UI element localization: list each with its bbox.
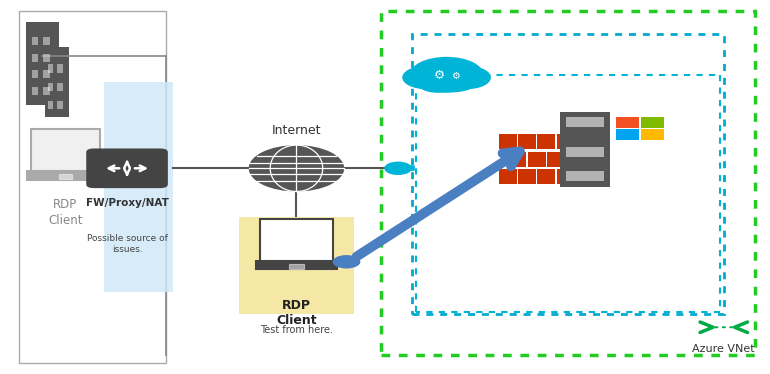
FancyBboxPatch shape (616, 129, 639, 140)
FancyBboxPatch shape (59, 174, 72, 179)
FancyBboxPatch shape (43, 70, 50, 79)
FancyBboxPatch shape (32, 70, 38, 79)
FancyBboxPatch shape (641, 129, 664, 140)
FancyBboxPatch shape (566, 147, 604, 157)
Text: Test from here.: Test from here. (260, 325, 333, 335)
FancyBboxPatch shape (528, 152, 545, 166)
FancyBboxPatch shape (537, 169, 555, 184)
FancyBboxPatch shape (28, 171, 103, 180)
Text: Internet: Internet (272, 123, 321, 137)
FancyBboxPatch shape (58, 64, 63, 73)
FancyBboxPatch shape (19, 11, 166, 363)
Circle shape (714, 326, 718, 328)
Circle shape (443, 66, 491, 89)
Circle shape (436, 72, 476, 92)
Circle shape (384, 162, 412, 175)
FancyBboxPatch shape (31, 129, 100, 173)
FancyBboxPatch shape (499, 169, 517, 184)
Circle shape (333, 255, 360, 269)
FancyBboxPatch shape (557, 134, 574, 149)
Circle shape (410, 57, 484, 93)
Text: FW/Proxy/NAT: FW/Proxy/NAT (85, 198, 169, 208)
Circle shape (729, 326, 734, 328)
Text: Possible source of
issues.: Possible source of issues. (86, 234, 168, 254)
FancyBboxPatch shape (260, 219, 333, 263)
FancyBboxPatch shape (508, 152, 527, 166)
Circle shape (402, 66, 450, 89)
FancyBboxPatch shape (557, 169, 574, 184)
FancyBboxPatch shape (86, 148, 168, 188)
FancyBboxPatch shape (32, 37, 38, 46)
FancyBboxPatch shape (499, 134, 517, 149)
Text: Azure VNet: Azure VNet (692, 344, 755, 354)
Text: RDP
Client: RDP Client (276, 299, 316, 327)
FancyBboxPatch shape (48, 64, 53, 73)
FancyBboxPatch shape (239, 217, 354, 314)
FancyBboxPatch shape (45, 47, 69, 117)
FancyBboxPatch shape (58, 83, 63, 91)
FancyBboxPatch shape (561, 112, 610, 187)
FancyBboxPatch shape (641, 117, 664, 128)
Text: RDP
Client: RDP Client (49, 198, 82, 227)
Circle shape (249, 145, 344, 191)
Circle shape (417, 73, 457, 93)
FancyBboxPatch shape (43, 54, 50, 62)
FancyBboxPatch shape (547, 152, 565, 166)
FancyBboxPatch shape (32, 87, 38, 95)
FancyBboxPatch shape (518, 134, 536, 149)
FancyBboxPatch shape (566, 171, 604, 181)
Circle shape (721, 326, 726, 328)
FancyBboxPatch shape (43, 87, 50, 95)
FancyBboxPatch shape (256, 261, 336, 269)
FancyBboxPatch shape (58, 101, 63, 109)
FancyBboxPatch shape (32, 54, 38, 62)
FancyBboxPatch shape (26, 22, 59, 105)
FancyBboxPatch shape (43, 37, 50, 46)
FancyBboxPatch shape (566, 117, 604, 127)
FancyBboxPatch shape (616, 117, 639, 128)
FancyBboxPatch shape (290, 264, 303, 269)
FancyBboxPatch shape (104, 82, 173, 292)
FancyBboxPatch shape (566, 152, 584, 166)
FancyBboxPatch shape (48, 101, 53, 109)
Text: ⚙: ⚙ (434, 69, 445, 82)
Text: ⚙: ⚙ (451, 71, 460, 81)
FancyBboxPatch shape (518, 169, 536, 184)
FancyBboxPatch shape (48, 83, 53, 91)
FancyBboxPatch shape (537, 134, 555, 149)
